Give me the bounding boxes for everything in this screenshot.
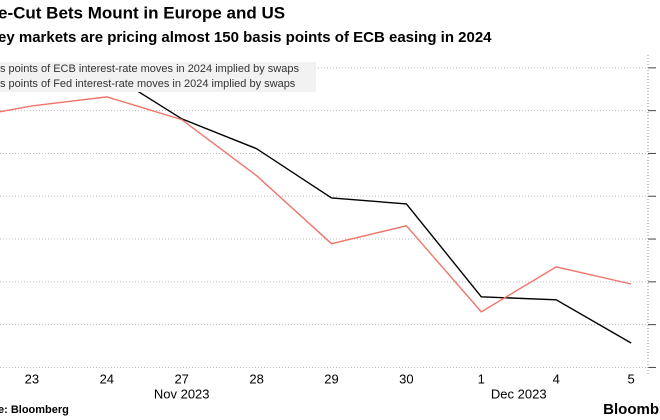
brand: Bloomb <box>603 401 659 418</box>
legend-box <box>0 62 316 92</box>
series-line <box>0 96 632 313</box>
chart-subtitle: ey markets are pricing almost 150 basis … <box>0 29 492 46</box>
legend-label: s points of ECB interest-rate moves in 2… <box>0 63 299 75</box>
x-tick-label: 24 <box>100 371 114 386</box>
x-tick-label: 27 <box>174 371 188 386</box>
x-tick-label: 4 <box>553 371 560 386</box>
x-tick-label: 23 <box>25 371 39 386</box>
legend-label: s points of Fed interest-rate moves in 2… <box>0 78 296 90</box>
x-tick-label: 5 <box>627 371 634 386</box>
x-tick-label: 28 <box>249 371 263 386</box>
series-line <box>0 70 632 344</box>
month-label: Dec 2023 <box>491 386 547 401</box>
x-tick-label: 30 <box>399 371 413 386</box>
x-tick-label: 1 <box>478 371 485 386</box>
source: e: Bloomberg <box>0 404 69 416</box>
month-label: Nov 2023 <box>154 386 210 401</box>
x-tick-label: 29 <box>324 371 338 386</box>
chart-title: e-Cut Bets Mount in Europe and US <box>0 3 285 22</box>
